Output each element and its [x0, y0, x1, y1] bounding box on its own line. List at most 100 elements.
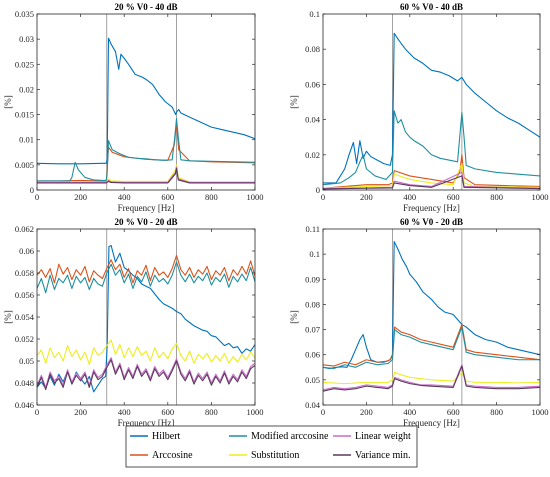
chart-panel: 0 200 400 600 800 1000 0.04 0.05 0.06 0.07 0.08 0.0… — [289, 217, 549, 428]
y-axis-label: [%] — [289, 95, 299, 109]
x-tick-label: 0 — [35, 192, 39, 202]
y-tick-label: 0.08 — [305, 299, 320, 309]
chart-title: 60 % V0 - 40 dB — [400, 2, 463, 12]
x-tick-label: 0 — [321, 407, 325, 417]
plot-area-frame — [322, 13, 541, 191]
chart-panels: 0 200 400 600 800 1000 0 0.005 0.01 0.015 0.02 0.02… — [3, 2, 549, 428]
series-line-modified-arccosine — [323, 110, 540, 186]
y-tick-label: 0.015 — [15, 110, 34, 120]
legend-entry-label: Modified arccosine — [251, 431, 329, 442]
series-line-arccosine — [323, 154, 540, 189]
x-axis-label: Frequency [Hz] — [403, 418, 460, 428]
series-line-hilbert — [323, 241, 540, 370]
y-tick-label: 0.07 — [305, 325, 320, 335]
x-tick-label: 400 — [118, 192, 131, 202]
y-tick-label: 0.05 — [19, 356, 34, 366]
y-tick-label: 0.052 — [15, 334, 34, 344]
series-line-linear-weight — [323, 171, 540, 190]
series-line-modified-arccosine — [37, 261, 255, 294]
series-line-variance-min — [37, 359, 255, 391]
chart-title: 20 % V0 - 20 dB — [114, 217, 177, 227]
y-axis-label: [%] — [3, 95, 13, 109]
x-tick-label: 600 — [447, 192, 460, 202]
series-line-substitution — [37, 339, 255, 365]
x-tick-label: 800 — [205, 192, 218, 202]
series-line-arccosine — [37, 254, 255, 284]
y-tick-label: 0.06 — [19, 246, 34, 256]
x-tick-label: 1000 — [532, 407, 549, 417]
x-axis-label: Frequency [Hz] — [403, 203, 460, 213]
series-line-variance-min — [323, 365, 540, 392]
y-tick-label: 0.1 — [309, 249, 320, 259]
y-tick-label: 0.11 — [305, 224, 320, 234]
y-tick-label: 0.1 — [309, 9, 320, 19]
y-tick-label: 0.06 — [305, 350, 320, 360]
x-axis-label: Frequency [Hz] — [118, 418, 175, 428]
x-tick-label: 1000 — [247, 407, 264, 417]
legend-entry-label: Hilbert — [152, 431, 181, 442]
y-tick-label: 0.035 — [15, 9, 34, 19]
x-tick-label: 200 — [74, 192, 87, 202]
x-tick-label: 0 — [321, 192, 325, 202]
y-tick-label: 0 — [30, 185, 34, 195]
series-line-hilbert — [323, 32, 540, 184]
legend-entry-label: Substitution — [251, 450, 299, 461]
chart-title: 60 % V0 - 20 dB — [400, 217, 463, 227]
x-tick-label: 400 — [118, 407, 131, 417]
y-tick-label: 0.04 — [305, 115, 321, 125]
y-tick-label: 0.02 — [19, 84, 34, 94]
chart-panel: 0 200 400 600 800 1000 0.046 0.048 0.05 0.052 0.05… — [3, 217, 264, 428]
y-tick-label: 0.054 — [15, 312, 35, 322]
legend-box — [125, 425, 418, 468]
y-tick-label: 0.03 — [19, 34, 34, 44]
y-tick-label: 0.048 — [15, 378, 34, 388]
x-tick-label: 800 — [205, 407, 218, 417]
x-tick-label: 400 — [403, 407, 416, 417]
x-tick-label: 600 — [161, 407, 174, 417]
series-line-arccosine — [323, 323, 540, 367]
y-tick-label: 0.025 — [15, 59, 34, 69]
chart-panel: 0 200 400 600 800 1000 0 0.005 0.01 0.015 0.02 0.02… — [3, 2, 264, 213]
plot-area-frame — [322, 228, 541, 406]
series-line-linear-weight — [37, 357, 255, 388]
x-tick-label: 400 — [403, 192, 416, 202]
y-tick-label: 0.05 — [305, 375, 320, 385]
legend: Hilbert Arccosine Modified arccosine Substi… — [125, 425, 418, 468]
y-tick-label: 0.02 — [305, 150, 320, 160]
x-tick-label: 600 — [161, 192, 174, 202]
y-tick-label: 0.09 — [305, 274, 320, 284]
legend-entry-label: Arccosine — [152, 450, 193, 461]
y-tick-label: 0.06 — [305, 79, 320, 89]
x-tick-label: 0 — [35, 407, 39, 417]
series-line-modified-arccosine — [323, 326, 540, 370]
series-line-substitution — [323, 371, 540, 385]
plot-area-frame — [36, 13, 256, 191]
x-tick-label: 800 — [490, 192, 503, 202]
x-tick-label: 200 — [360, 407, 373, 417]
legend-entry-label: Linear weight — [355, 431, 411, 442]
series-line-linear-weight — [323, 364, 540, 391]
x-tick-label: 200 — [74, 407, 87, 417]
y-axis-label: [%] — [3, 310, 13, 324]
y-tick-label: 0.005 — [15, 160, 34, 170]
x-tick-label: 1000 — [247, 192, 264, 202]
x-tick-label: 600 — [447, 407, 460, 417]
chart-title: 20 % V0 - 40 dB — [114, 2, 177, 12]
y-tick-label: 0.058 — [15, 268, 34, 278]
y-tick-label: 0 — [316, 185, 320, 195]
y-tick-label: 0.062 — [15, 224, 34, 234]
x-tick-label: 1000 — [532, 192, 549, 202]
series-line-substitution — [323, 163, 540, 189]
series-line-variance-min — [323, 175, 540, 190]
series-line-substitution — [37, 164, 255, 183]
y-tick-label: 0.04 — [305, 400, 321, 410]
x-tick-label: 200 — [360, 192, 373, 202]
y-tick-label: 0.056 — [15, 290, 34, 300]
y-tick-label: 0.08 — [305, 44, 320, 54]
series-line-variance-min — [37, 167, 255, 184]
series-line-hilbert — [37, 37, 255, 165]
y-axis-label: [%] — [289, 310, 299, 324]
series-line-modified-arccosine — [37, 118, 255, 182]
y-tick-label: 0.01 — [19, 135, 34, 145]
